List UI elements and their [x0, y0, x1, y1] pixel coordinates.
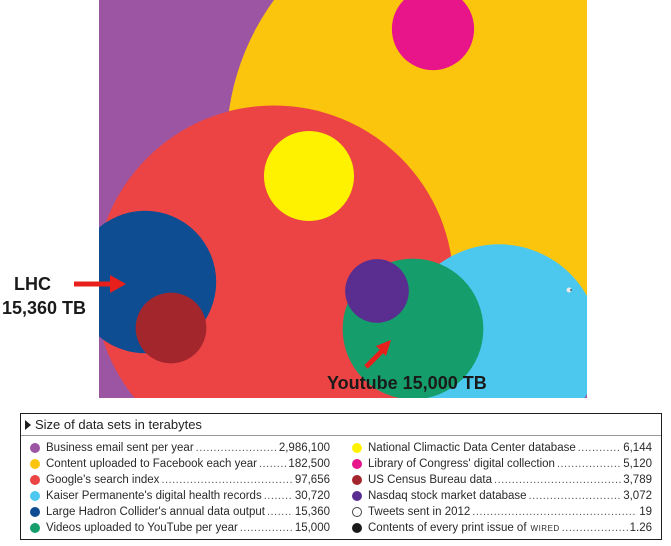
- legend-value: 3,789: [623, 474, 652, 486]
- bubble-9: [135, 292, 207, 364]
- legend-item: Business email sent per year 2,986,100: [30, 440, 330, 456]
- legend-swatch: [352, 443, 362, 453]
- legend-value: 182,500: [288, 458, 330, 470]
- legend-column-left: Business email sent per year 2,986,100 Con…: [30, 440, 330, 536]
- legend-label: Google's search index: [46, 474, 160, 486]
- legend-title: Size of data sets in terabytes: [35, 417, 202, 432]
- legend-label: National Climactic Data Center database: [368, 442, 576, 454]
- legend-label: Business email sent per year: [46, 442, 194, 454]
- legend-leader-dots: [472, 506, 637, 518]
- legend-leader-dots: [529, 490, 622, 502]
- legend-value: 30,720: [294, 490, 330, 502]
- bubble-8: [391, 0, 475, 71]
- legend-value: 2,986,100: [278, 442, 330, 454]
- legend-value: 19: [639, 506, 652, 518]
- legend-swatch: [352, 523, 362, 533]
- legend-value: 1.26: [629, 522, 652, 534]
- bubble-12: [570, 289, 572, 291]
- lhc-callout-value: 15,360 TB: [2, 298, 87, 318]
- legend-swatch: [30, 491, 40, 501]
- legend-swatch: [352, 475, 362, 485]
- legend-label: US Census Bureau data: [368, 474, 493, 486]
- legend-label: Contents of every print issue of: [368, 522, 527, 534]
- legend-value: 6,144: [623, 442, 652, 454]
- legend-item: Google's search index 97,656: [30, 472, 330, 488]
- bubble-chart: [99, 0, 587, 398]
- triangle-icon: [25, 420, 31, 430]
- legend-item: Library of Congress' digital collection 5…: [352, 456, 652, 472]
- legend-column-right: National Climactic Data Center database 6…: [352, 440, 652, 536]
- legend-item: Large Hadron Collider's annual data outp…: [30, 504, 330, 520]
- legend-leader-dots: [240, 522, 293, 534]
- legend-item: Tweets sent in 2012 19: [352, 504, 652, 520]
- legend-item: US Census Bureau data 3,789: [352, 472, 652, 488]
- legend-value: 15,360: [294, 506, 330, 518]
- legend-label: Videos uploaded to YouTube per year: [46, 522, 238, 534]
- legend: Size of data sets in terabytes Business …: [20, 413, 662, 540]
- legend-swatch: [30, 443, 40, 453]
- legend-label-suffix: wired: [530, 522, 560, 534]
- legend-item: National Climactic Data Center database 6…: [352, 440, 652, 456]
- legend-label: Library of Congress' digital collection: [368, 458, 555, 470]
- legend-value: 3,072: [623, 490, 652, 502]
- legend-item: Nasdaq stock market database 3,072: [352, 488, 652, 504]
- legend-swatch: [30, 507, 40, 517]
- legend-value: 5,120: [623, 458, 652, 470]
- legend-value: 15,000: [294, 522, 330, 534]
- legend-header: Size of data sets in terabytes: [21, 414, 661, 436]
- youtube-callout-label: Youtube 15,000 TB: [327, 373, 487, 393]
- legend-swatch: [352, 507, 362, 517]
- legend-value: 97,656: [294, 474, 330, 486]
- legend-leader-dots: [557, 458, 621, 470]
- bubble-7: [263, 130, 355, 222]
- legend-item: Kaiser Permanente's digital health recor…: [30, 488, 330, 504]
- legend-leader-dots: [259, 458, 286, 470]
- legend-leader-dots: [196, 442, 277, 454]
- legend-item: Videos uploaded to YouTube per year 15,00…: [30, 520, 330, 536]
- legend-swatch: [352, 491, 362, 501]
- legend-label: Kaiser Permanente's digital health recor…: [46, 490, 262, 502]
- legend-swatch: [30, 459, 40, 469]
- legend-leader-dots: [494, 474, 621, 486]
- legend-swatch: [352, 459, 362, 469]
- legend-leader-dots: [578, 442, 621, 454]
- bubble-11: [566, 287, 572, 293]
- legend-item: Content uploaded to Facebook each year 18…: [30, 456, 330, 472]
- legend-swatch: [30, 475, 40, 485]
- legend-swatch: [30, 523, 40, 533]
- legend-label: Tweets sent in 2012: [368, 506, 471, 518]
- bubble-10: [345, 259, 409, 323]
- legend-leader-dots: [562, 522, 628, 534]
- legend-leader-dots: [267, 506, 293, 518]
- legend-label: Large Hadron Collider's annual data outp…: [46, 506, 265, 518]
- legend-leader-dots: [161, 474, 292, 486]
- legend-leader-dots: [264, 490, 293, 502]
- legend-label: Nasdaq stock market database: [368, 490, 527, 502]
- legend-label: Content uploaded to Facebook each year: [46, 458, 257, 470]
- lhc-callout-label: LHC: [14, 274, 51, 294]
